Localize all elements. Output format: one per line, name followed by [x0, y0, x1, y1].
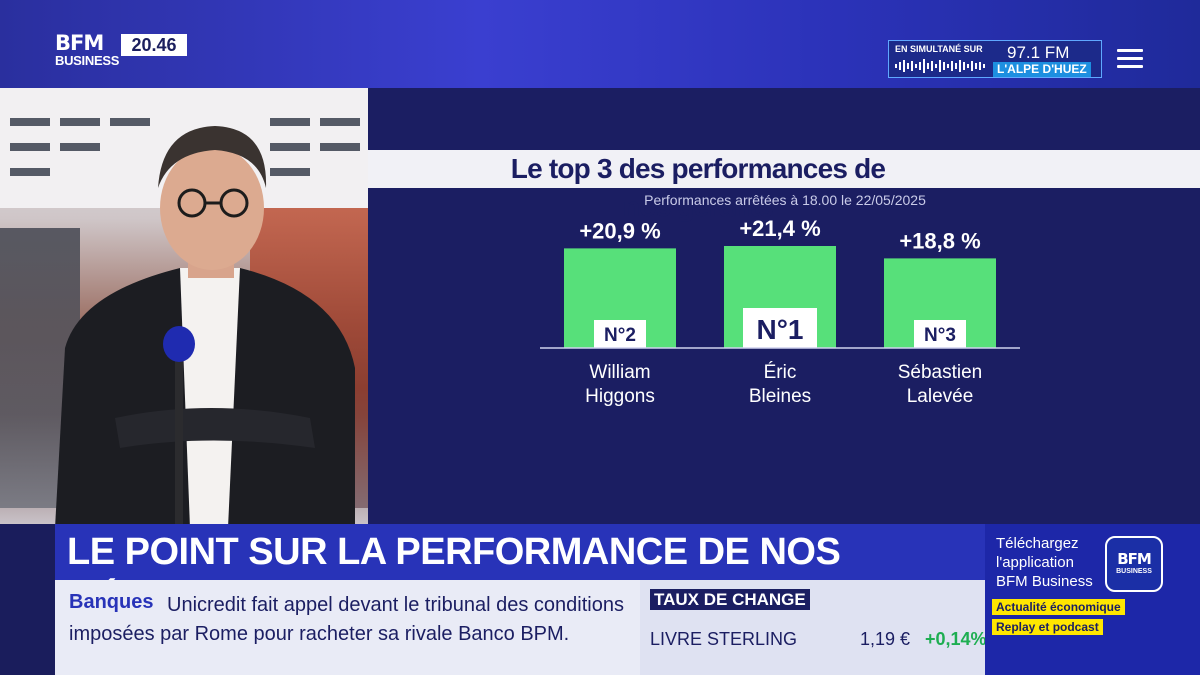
bar-value-label-3: +18,8 %: [899, 228, 980, 253]
bfm-business-logo: BFM BUSINESS: [55, 31, 120, 75]
radio-simulcast-badge: EN SIMULTANÉ SUR 97.1 FM L'ALPE D'HUEZ: [888, 40, 1102, 78]
presenter: [55, 126, 355, 524]
rank-badge-3: [914, 320, 966, 348]
rank-label-1: N°2: [604, 325, 636, 346]
promo-line-3: BFM Business: [996, 573, 1093, 590]
menu-icon[interactable]: [1117, 49, 1143, 69]
promo-line-1: Téléchargez: [996, 535, 1079, 552]
promo-tag-replay: Replay et podcast: [992, 619, 1103, 635]
exchange-rate-box: TAUX DE CHANGE LIVRE STERLING 1,19 € +0,…: [640, 580, 987, 675]
radio-sim-label: EN SIMULTANÉ SUR: [895, 44, 983, 54]
promo-text: Téléchargez l'application BFM Business: [996, 534, 1093, 591]
rank-label-3: N°3: [924, 325, 956, 346]
radio-city: L'ALPE D'HUEZ: [993, 62, 1091, 77]
currency-value: 1,19 €: [860, 629, 911, 649]
currency-change: +0,14%: [925, 629, 987, 649]
panel-title: Le top 3 des performances de nos gérants: [510, 153, 886, 222]
category-label-2-line-1: Éric: [764, 362, 797, 383]
rank-badge-1: [594, 320, 646, 348]
panel-subtitle: Performances arrêtées à 18.00 le 22/05/2…: [644, 192, 926, 208]
exchange-rate-header: TAUX DE CHANGE: [650, 589, 810, 610]
bar-value-label-1: +20,9 %: [579, 218, 660, 243]
performance-bar-chart: +20,9 % N°2 William Higgons +21,4 % N°1 Éric Bl…: [540, 216, 1020, 407]
logo-sub-text: BUSINESS: [55, 53, 120, 68]
category-label-3-line-2: Lalevée: [907, 386, 974, 407]
sound-wave-icon: [895, 59, 985, 73]
app-logo-main: BFM: [1117, 550, 1152, 568]
category-label-3-line-1: Sébastien: [898, 362, 983, 383]
radio-frequency: 97.1 FM: [1007, 43, 1070, 62]
currency-name: LIVRE STERLING: [650, 629, 798, 649]
promo-tag-news: Actualité économique: [992, 599, 1125, 615]
category-label-2-line-2: Bleines: [749, 386, 811, 407]
studio-video: [0, 88, 368, 524]
news-ticker: Banques Unicredit fait appel devant le t…: [55, 580, 640, 675]
logo-main-text: BFM: [55, 31, 104, 55]
promo-line-2: l'application: [996, 554, 1074, 571]
lower-third: LE POINT SUR LA PERFORMANCE DE NOS GÉRAN…: [55, 524, 985, 621]
rank-label-2: N°1: [757, 314, 804, 345]
ticker-category: Banques: [69, 591, 154, 613]
category-label-1-line-1: William: [589, 362, 650, 383]
bar-value-label-2: +21,4 %: [739, 216, 820, 241]
app-logo-sub: BUSINESS: [1116, 568, 1152, 575]
app-promo: Téléchargez l'application BFM Business B…: [985, 524, 1200, 675]
bfm-app-logo: BFM BUSINESS: [1105, 536, 1163, 592]
category-label-1-line-2: Higgons: [585, 386, 655, 407]
panel-title-band: Le top 3 des performances de nos gérants: [368, 150, 1200, 222]
ticker-text: Unicredit fait appel devant le tribunal …: [69, 594, 624, 645]
rank-badge-2: [743, 308, 817, 348]
clock: 20.46: [121, 34, 187, 56]
